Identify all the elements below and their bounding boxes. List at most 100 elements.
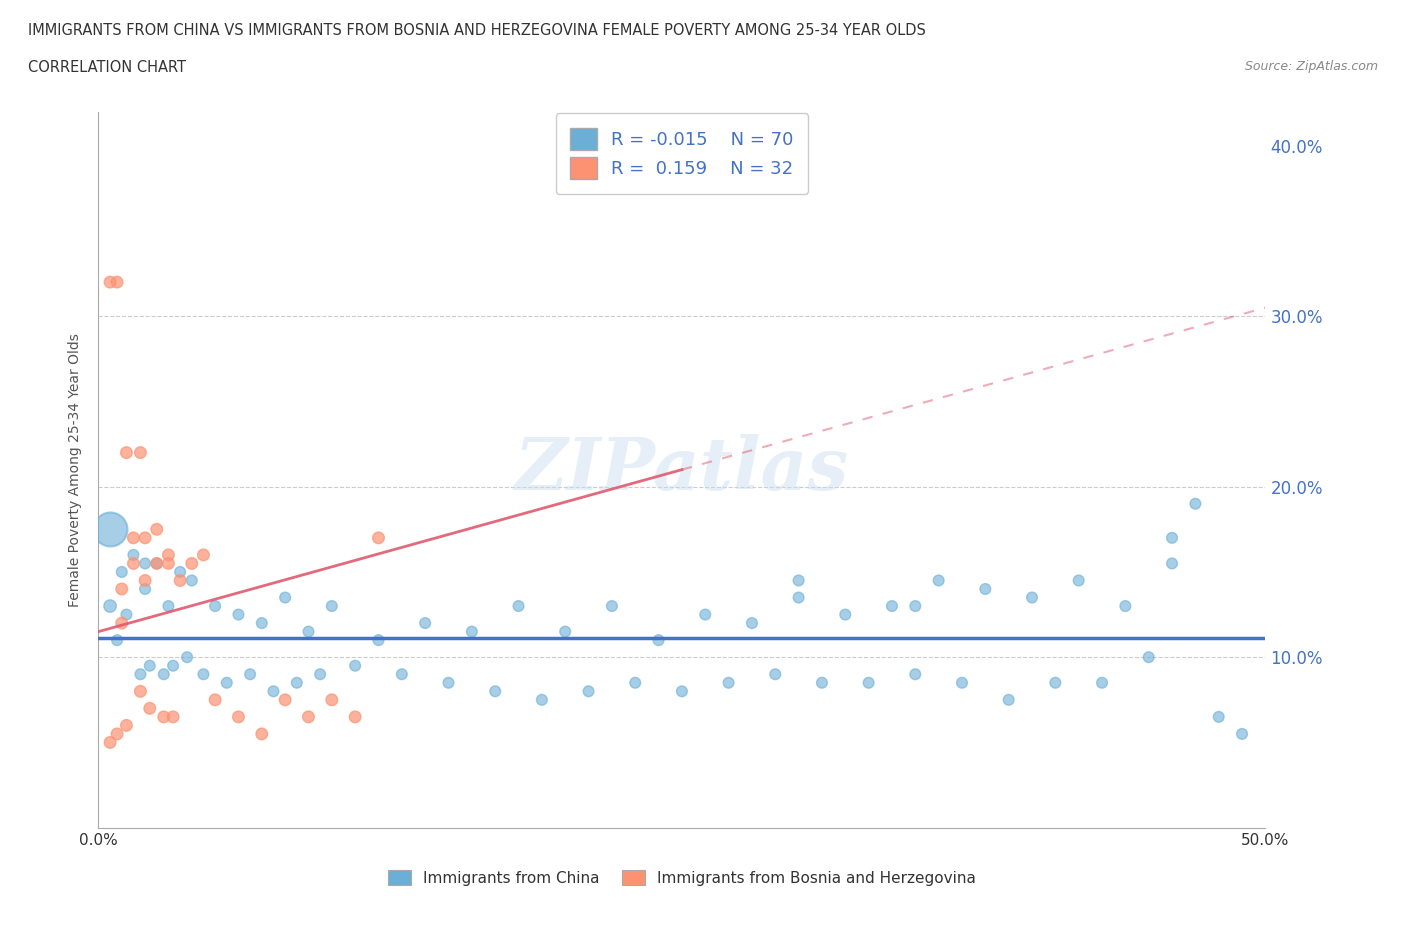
Point: [98, 735, 121, 750]
Point: [671, 684, 693, 698]
Point: [250, 616, 273, 631]
Point: [367, 632, 389, 647]
Point: [763, 667, 786, 682]
Point: [904, 599, 927, 614]
Point: [134, 581, 156, 596]
Point: [344, 710, 367, 724]
Point: [391, 667, 413, 682]
Y-axis label: Female Poverty Among 25-34 Year Olds: Female Poverty Among 25-34 Year Olds: [69, 333, 83, 606]
Point: [129, 684, 152, 698]
Point: [115, 607, 138, 622]
Point: [1091, 675, 1114, 690]
Point: [122, 556, 145, 571]
Point: [297, 624, 319, 639]
Point: [695, 607, 717, 622]
Point: [134, 573, 156, 588]
Point: [1067, 573, 1090, 588]
Point: [600, 599, 623, 614]
Point: [647, 632, 669, 647]
Point: [134, 556, 156, 571]
Point: [180, 573, 202, 588]
Point: [105, 726, 128, 741]
Point: [928, 573, 950, 588]
Point: [413, 616, 436, 631]
Point: [176, 650, 198, 665]
Point: [321, 692, 343, 708]
Point: [321, 599, 343, 614]
Point: [484, 684, 506, 698]
Point: [98, 274, 121, 289]
Point: [1161, 530, 1184, 545]
Point: [152, 667, 174, 682]
Point: [98, 522, 121, 537]
Point: [578, 684, 600, 698]
Point: [1230, 726, 1253, 741]
Point: [367, 530, 389, 545]
Point: [344, 658, 367, 673]
Point: [741, 616, 763, 631]
Point: [157, 599, 180, 614]
Point: [105, 274, 128, 289]
Point: [239, 667, 262, 682]
Point: [880, 599, 903, 614]
Point: [274, 591, 297, 605]
Point: [157, 556, 180, 571]
Point: [228, 710, 250, 724]
Point: [787, 573, 810, 588]
Point: [146, 522, 169, 537]
Point: [122, 530, 145, 545]
Point: [1208, 710, 1230, 724]
Text: CORRELATION CHART: CORRELATION CHART: [28, 60, 186, 75]
Point: [129, 445, 152, 460]
Point: [193, 548, 215, 563]
Point: [1021, 591, 1043, 605]
Text: ZIPatlas: ZIPatlas: [515, 434, 849, 505]
Point: [262, 684, 284, 698]
Point: [858, 675, 880, 690]
Point: [285, 675, 308, 690]
Point: [162, 710, 184, 724]
Point: [134, 530, 156, 545]
Point: [554, 624, 576, 639]
Point: [105, 632, 128, 647]
Point: [115, 718, 138, 733]
Point: [146, 556, 169, 571]
Point: [122, 548, 145, 563]
Legend: Immigrants from China, Immigrants from Bosnia and Herzegovina: Immigrants from China, Immigrants from B…: [381, 863, 983, 892]
Point: [904, 667, 927, 682]
Point: [1045, 675, 1067, 690]
Point: [1161, 556, 1184, 571]
Point: [309, 667, 332, 682]
Point: [1184, 497, 1206, 512]
Point: [624, 675, 647, 690]
Point: [297, 710, 319, 724]
Point: [1137, 650, 1160, 665]
Point: [997, 692, 1019, 708]
Point: [111, 616, 134, 631]
Point: [250, 726, 273, 741]
Point: [215, 675, 238, 690]
Point: [139, 701, 162, 716]
Point: [834, 607, 856, 622]
Point: [1114, 599, 1136, 614]
Point: [787, 591, 810, 605]
Point: [98, 599, 121, 614]
Point: [180, 556, 202, 571]
Point: [974, 581, 997, 596]
Point: [111, 581, 134, 596]
Point: [950, 675, 973, 690]
Point: [717, 675, 740, 690]
Point: [146, 556, 169, 571]
Point: [461, 624, 484, 639]
Text: Source: ZipAtlas.com: Source: ZipAtlas.com: [1244, 60, 1378, 73]
Text: IMMIGRANTS FROM CHINA VS IMMIGRANTS FROM BOSNIA AND HERZEGOVINA FEMALE POVERTY A: IMMIGRANTS FROM CHINA VS IMMIGRANTS FROM…: [28, 23, 927, 38]
Point: [129, 667, 152, 682]
Point: [811, 675, 834, 690]
Point: [152, 710, 174, 724]
Point: [204, 599, 226, 614]
Point: [437, 675, 460, 690]
Point: [530, 692, 553, 708]
Point: [204, 692, 226, 708]
Point: [139, 658, 162, 673]
Point: [169, 573, 191, 588]
